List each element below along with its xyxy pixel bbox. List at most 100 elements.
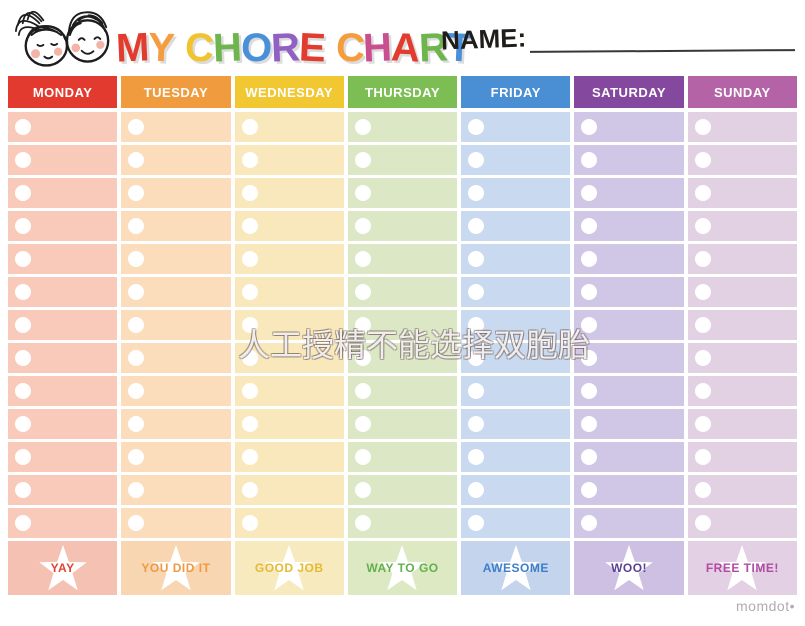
chore-row [121,211,231,241]
chore-checkbox-circle[interactable] [354,515,371,531]
chore-checkbox-circle[interactable] [468,416,485,432]
chore-checkbox-circle[interactable] [354,416,371,432]
chore-checkbox-circle[interactable] [128,251,145,267]
chore-checkbox-circle[interactable] [354,350,371,366]
chore-checkbox-circle[interactable] [241,482,258,498]
day-footer: FREE TIME! [687,541,797,595]
chore-checkbox-circle[interactable] [241,152,258,168]
chore-checkbox-circle[interactable] [694,482,711,498]
chore-checkbox-circle[interactable] [581,350,598,366]
chore-checkbox-circle[interactable] [354,317,371,333]
chore-checkbox-circle[interactable] [468,284,485,300]
chore-checkbox-circle[interactable] [581,482,598,498]
chore-row [121,508,231,538]
chore-checkbox-circle[interactable] [694,449,711,465]
chore-row [234,376,344,406]
chore-checkbox-circle[interactable] [468,185,485,201]
chore-checkbox-circle[interactable] [581,185,598,201]
chore-checkbox-circle[interactable] [128,383,145,399]
chore-checkbox-circle[interactable] [128,416,145,432]
chore-checkbox-circle[interactable] [241,416,258,432]
chore-checkbox-circle[interactable] [694,383,711,399]
chore-checkbox-circle[interactable] [468,350,485,366]
chore-checkbox-circle[interactable] [128,350,145,366]
chore-checkbox-circle[interactable] [15,284,31,300]
chore-checkbox-circle[interactable] [694,515,711,531]
chore-checkbox-circle[interactable] [694,350,711,366]
chore-checkbox-circle[interactable] [468,119,485,135]
chore-checkbox-circle[interactable] [694,119,711,135]
chore-checkbox-circle[interactable] [241,449,258,465]
chore-checkbox-circle[interactable] [128,482,145,498]
chore-checkbox-circle[interactable] [468,251,485,267]
chore-checkbox-circle[interactable] [354,251,371,267]
chore-checkbox-circle[interactable] [128,317,145,333]
chore-checkbox-circle[interactable] [354,119,371,135]
chore-checkbox-circle[interactable] [241,185,258,201]
chore-checkbox-circle[interactable] [15,251,31,267]
chore-checkbox-circle[interactable] [128,218,145,234]
chore-checkbox-circle[interactable] [581,251,598,267]
chore-checkbox-circle[interactable] [241,284,258,300]
chore-checkbox-circle[interactable] [15,350,31,366]
chore-checkbox-circle[interactable] [15,416,31,432]
chore-checkbox-circle[interactable] [15,383,31,399]
chore-checkbox-circle[interactable] [128,515,145,531]
chore-checkbox-circle[interactable] [15,218,31,234]
chore-row [347,310,458,340]
chore-checkbox-circle[interactable] [241,383,258,399]
chore-checkbox-circle[interactable] [581,515,598,531]
chore-checkbox-circle[interactable] [694,284,711,300]
chore-checkbox-circle[interactable] [354,284,371,300]
chore-checkbox-circle[interactable] [241,119,258,135]
star-icon [38,545,87,591]
chore-checkbox-circle[interactable] [128,119,145,135]
chore-row [234,343,344,373]
chore-row [687,145,797,175]
chore-checkbox-circle[interactable] [354,482,371,498]
chore-checkbox-circle[interactable] [15,449,31,465]
chore-checkbox-circle[interactable] [581,383,598,399]
chore-checkbox-circle[interactable] [128,449,145,465]
chore-checkbox-circle[interactable] [694,185,711,201]
chore-checkbox-circle[interactable] [581,317,598,333]
chore-checkbox-circle[interactable] [354,449,371,465]
chore-checkbox-circle[interactable] [15,482,31,498]
chore-checkbox-circle[interactable] [694,152,711,168]
chore-checkbox-circle[interactable] [694,416,711,432]
chore-checkbox-circle[interactable] [15,119,31,135]
chore-checkbox-circle[interactable] [581,449,598,465]
chore-checkbox-circle[interactable] [241,317,258,333]
chore-checkbox-circle[interactable] [354,185,371,201]
chore-checkbox-circle[interactable] [354,383,371,399]
chore-row [347,475,458,505]
chore-checkbox-circle[interactable] [581,416,598,432]
chore-checkbox-circle[interactable] [241,251,258,267]
chore-checkbox-circle[interactable] [468,152,485,168]
chore-checkbox-circle[interactable] [694,251,711,267]
chore-checkbox-circle[interactable] [468,515,485,531]
chore-checkbox-circle[interactable] [15,152,31,168]
chore-checkbox-circle[interactable] [241,350,258,366]
chore-checkbox-circle[interactable] [694,218,711,234]
chore-checkbox-circle[interactable] [128,185,145,201]
chore-checkbox-circle[interactable] [581,119,598,135]
chore-checkbox-circle[interactable] [468,218,485,234]
chore-checkbox-circle[interactable] [581,152,598,168]
chore-checkbox-circle[interactable] [468,482,485,498]
chore-checkbox-circle[interactable] [468,383,485,399]
chore-checkbox-circle[interactable] [128,284,145,300]
chore-checkbox-circle[interactable] [128,152,145,168]
chore-checkbox-circle[interactable] [581,284,598,300]
chore-checkbox-circle[interactable] [694,317,711,333]
chore-checkbox-circle[interactable] [15,185,31,201]
chore-checkbox-circle[interactable] [468,449,485,465]
chore-checkbox-circle[interactable] [581,218,598,234]
chore-checkbox-circle[interactable] [241,218,258,234]
chore-checkbox-circle[interactable] [241,515,258,531]
chore-checkbox-circle[interactable] [354,152,371,168]
chore-checkbox-circle[interactable] [15,317,31,333]
chore-checkbox-circle[interactable] [354,218,371,234]
chore-checkbox-circle[interactable] [15,515,31,531]
chore-checkbox-circle[interactable] [468,317,485,333]
